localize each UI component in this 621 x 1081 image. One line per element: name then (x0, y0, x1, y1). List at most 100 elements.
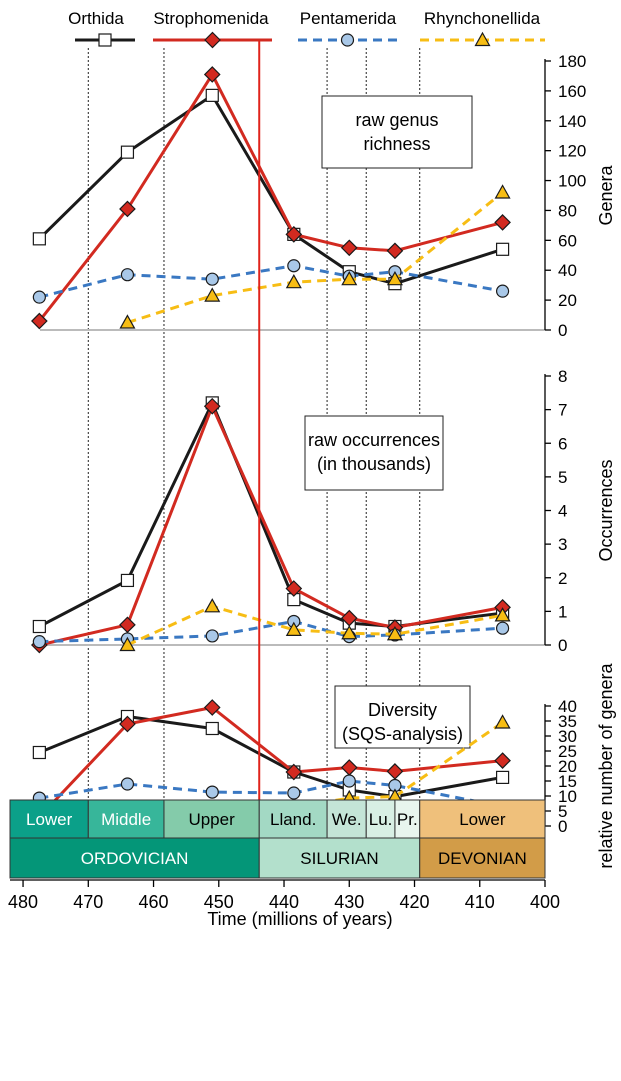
x-tick-label: 400 (530, 892, 560, 912)
data-point (494, 607, 511, 622)
epoch-box (163, 799, 260, 839)
y-tick-label: 10 (558, 787, 577, 806)
legend-marker (340, 33, 355, 47)
epoch-box (394, 799, 421, 839)
epoch-0: Lower (9, 799, 89, 839)
data-point (32, 745, 46, 760)
data-point (203, 66, 221, 83)
panel-title-line: (in thousands) (317, 454, 431, 474)
data-point (204, 287, 221, 302)
data-point (386, 626, 403, 641)
period-0: ORDOVICIAN (9, 837, 260, 879)
data-point (494, 752, 511, 769)
y-tick-label: 120 (558, 142, 586, 161)
data-point (32, 290, 46, 304)
y-tick-label: 5 (558, 468, 567, 487)
y-tick-label: 35 (558, 712, 577, 731)
epoch-1: Middle (87, 799, 165, 839)
y-tick-label: 0 (558, 636, 567, 655)
geologic-timescale: Lower Middle Upper Lland. We. Lu. Pr. Lower ORDO… (9, 799, 546, 879)
data-point (285, 226, 303, 243)
data-point (495, 284, 510, 298)
epoch-2: Upper (163, 799, 260, 839)
data-point (205, 785, 219, 799)
data-point (205, 629, 219, 643)
data-point (119, 616, 136, 634)
legend-label: Orthida (68, 9, 124, 28)
series-rhynchonellida (119, 598, 511, 652)
data-point (120, 268, 135, 282)
y-tick-label: 160 (558, 82, 586, 101)
epoch-box (87, 799, 165, 839)
x-tick-label: 430 (334, 892, 364, 912)
y-tick-label: 15 (558, 772, 577, 791)
epoch-5: Lu. (365, 799, 396, 839)
data-point (31, 312, 48, 330)
legend-label: Rhynchonellida (424, 9, 541, 28)
legend-item-rhynchonellida: Rhynchonellida (420, 9, 545, 47)
data-point (119, 200, 136, 218)
y-axis: 0 1 2 3 4 5 6 7 8 Occurrences (544, 367, 616, 655)
y-tick-label: 25 (558, 742, 577, 761)
panel-title-line: Diversity (368, 700, 437, 720)
period-2: DEVONIAN (419, 837, 546, 879)
panel-title-box (321, 95, 473, 169)
period-box (258, 837, 421, 879)
y-axis-label: relative number of genera (596, 662, 616, 868)
panel-title-line: raw occurrences (308, 430, 440, 450)
y-tick-label: 20 (558, 291, 577, 310)
panel-title-box (304, 415, 444, 491)
y-tick-label: 80 (558, 201, 577, 220)
legend-marker (474, 31, 491, 47)
panel-title-line: richness (363, 134, 430, 154)
legend-label: Strophomenida (153, 9, 269, 28)
x-tick-label: 420 (399, 892, 429, 912)
epoch-7: Lower (419, 799, 546, 839)
period-label: DEVONIAN (438, 849, 527, 868)
data-point (495, 242, 510, 256)
data-point (285, 621, 302, 636)
panel-title-box (334, 685, 471, 749)
series-rhynchonellida (119, 184, 511, 329)
data-point (120, 145, 135, 159)
series-line (126, 604, 503, 647)
epoch-label: Lu. (369, 810, 393, 829)
data-point (341, 270, 358, 286)
data-point (120, 777, 135, 791)
data-point (285, 763, 303, 781)
epoch-box (326, 799, 367, 839)
y-tick-label: 8 (558, 367, 567, 386)
y-tick-label: 0 (558, 321, 567, 340)
y-tick-label: 140 (558, 112, 586, 131)
data-point (386, 763, 404, 780)
epoch-box (419, 799, 546, 839)
data-point (287, 786, 301, 800)
epoch-4: We. (326, 799, 367, 839)
data-point (495, 770, 510, 785)
panel-title-line: raw genus (355, 110, 438, 130)
x-tick-label: 480 (8, 892, 38, 912)
y-tick-label: 20 (558, 757, 577, 776)
y-tick-label: 2 (558, 569, 567, 588)
epoch-label: Lland. (270, 810, 316, 829)
data-point (119, 715, 136, 733)
data-point (340, 239, 358, 257)
panel-2: 0 1 2 3 4 5 6 7 8 Occurrences raw occurrences (in t… (31, 367, 616, 655)
data-point (205, 272, 219, 286)
x-tick-label: 410 (465, 892, 495, 912)
y-axis: 0 20 40 60 80 100 120 140 160 180 Genera (544, 52, 616, 340)
period-1: SILURIAN (258, 837, 421, 879)
y-tick-label: 40 (558, 261, 577, 280)
epoch-3: Lland. (258, 799, 328, 839)
data-point (119, 636, 136, 652)
data-point (287, 259, 301, 273)
y-tick-label: 60 (558, 231, 577, 250)
y-axis-label: Occurrences (596, 459, 616, 561)
data-point (119, 314, 136, 329)
y-tick-label: 100 (558, 172, 586, 191)
epoch-label: We. (332, 810, 362, 829)
series-pentamerida (32, 259, 510, 304)
epoch-label: Middle (101, 810, 151, 829)
